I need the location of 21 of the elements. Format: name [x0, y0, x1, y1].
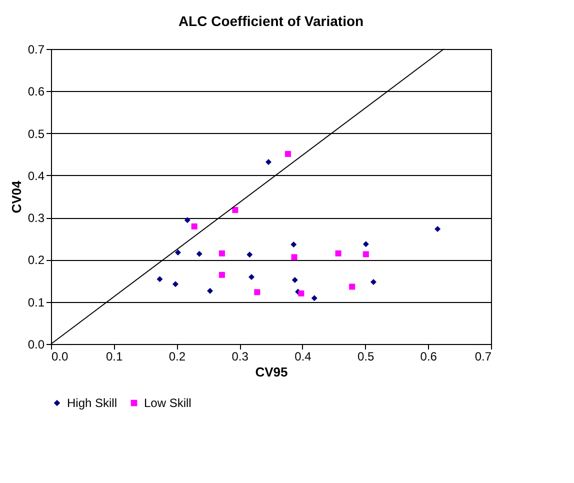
x-tick-label: 0.5 [357, 350, 374, 364]
y-tick-label: 0.3 [28, 211, 45, 226]
y-tick-label: 0.5 [28, 126, 45, 141]
y-axis-title: CV04 [8, 180, 24, 214]
x-tick-label: 0.7 [474, 350, 492, 364]
x-tick-label: 0.0 [52, 350, 69, 364]
x-tick-label: 0.6 [420, 350, 438, 364]
y-tick-label: 0.0 [28, 338, 45, 352]
y-tick-label: 0.7 [28, 42, 45, 56]
x-tick-label: 0.2 [168, 350, 186, 364]
x-tick-label: 0.3 [232, 350, 249, 364]
legend-label: Low Skill [144, 396, 192, 410]
y-tick-label: 0.4 [28, 168, 45, 183]
legend-label: High Skill [67, 396, 118, 410]
x-tick-label: 0.1 [106, 350, 124, 364]
chart-title: ALC Coefficient of Variation [178, 13, 364, 29]
x-axis-title: CV95 [255, 364, 288, 380]
y-tick-label: 0.2 [28, 253, 45, 268]
y-tick-label: 0.6 [28, 84, 45, 99]
y-tick-label: 0.1 [28, 295, 45, 310]
x-tick-label: 0.4 [294, 350, 312, 364]
